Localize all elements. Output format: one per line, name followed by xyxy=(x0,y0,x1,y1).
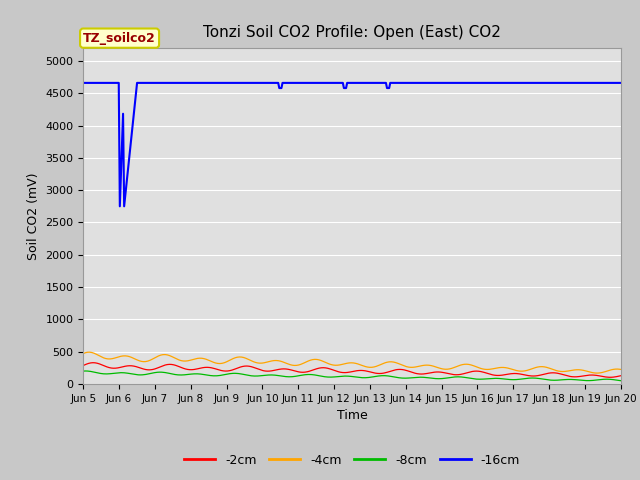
-16cm xyxy=(371,80,379,86)
-8cm xyxy=(336,373,344,379)
-8cm xyxy=(81,368,89,374)
-4cm xyxy=(79,351,87,357)
-8cm xyxy=(79,368,87,374)
Line: -4cm: -4cm xyxy=(83,352,621,373)
-16cm xyxy=(617,80,625,86)
-2cm xyxy=(339,370,347,375)
-4cm xyxy=(401,363,408,369)
X-axis label: Time: Time xyxy=(337,409,367,422)
-8cm xyxy=(401,375,408,381)
-8cm xyxy=(371,373,379,379)
-2cm xyxy=(521,372,529,378)
-8cm xyxy=(339,373,347,379)
-8cm xyxy=(605,376,612,382)
-2cm xyxy=(401,367,408,373)
-2cm xyxy=(606,374,614,380)
-2cm xyxy=(605,374,612,380)
Y-axis label: Soil CO2 (mV): Soil CO2 (mV) xyxy=(27,172,40,260)
-4cm xyxy=(521,368,529,374)
-2cm xyxy=(79,363,87,369)
-16cm xyxy=(605,80,612,86)
-16cm xyxy=(79,80,87,86)
-2cm xyxy=(371,370,379,376)
-2cm xyxy=(336,369,344,375)
Text: TZ_soilco2: TZ_soilco2 xyxy=(83,32,156,45)
Title: Tonzi Soil CO2 Profile: Open (East) CO2: Tonzi Soil CO2 Profile: Open (East) CO2 xyxy=(203,25,501,40)
Legend: -2cm, -4cm, -8cm, -16cm: -2cm, -4cm, -8cm, -16cm xyxy=(179,449,525,472)
-8cm xyxy=(617,378,625,384)
-4cm xyxy=(336,362,344,368)
Line: -16cm: -16cm xyxy=(83,83,621,206)
Line: -8cm: -8cm xyxy=(83,371,621,381)
-4cm xyxy=(593,370,601,376)
-16cm xyxy=(336,80,344,86)
-4cm xyxy=(371,364,379,370)
-2cm xyxy=(89,360,97,366)
-4cm xyxy=(339,361,347,367)
-16cm xyxy=(401,80,408,86)
-16cm xyxy=(521,80,529,86)
Line: -2cm: -2cm xyxy=(83,363,621,377)
-4cm xyxy=(617,367,625,372)
-16cm xyxy=(116,204,124,209)
-8cm xyxy=(521,376,529,382)
-16cm xyxy=(339,80,347,86)
-4cm xyxy=(606,367,614,373)
-2cm xyxy=(617,373,625,379)
-4cm xyxy=(84,349,92,355)
